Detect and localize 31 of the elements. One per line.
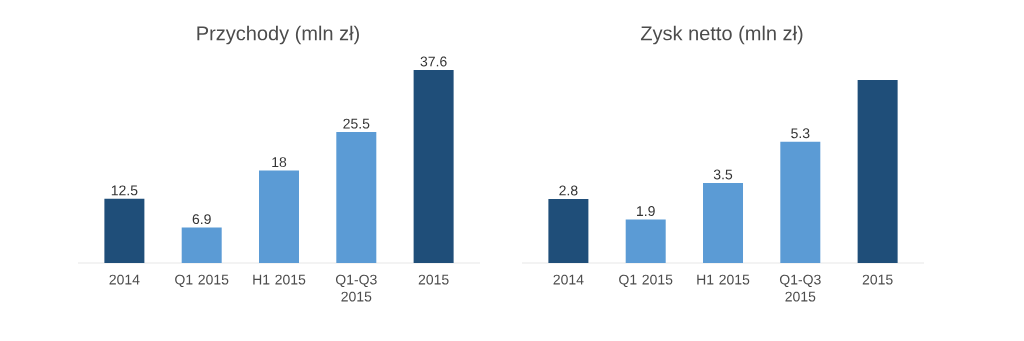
bar xyxy=(857,80,898,263)
data-label: 3.5 xyxy=(713,169,733,180)
data-label: 25.5 xyxy=(343,118,370,129)
x-tick-label: Q1 2015 xyxy=(619,274,673,288)
x-tick-label: 2014 xyxy=(109,274,140,285)
data-label: 5.3 xyxy=(791,128,810,139)
data-label: 18 xyxy=(272,157,287,168)
bar xyxy=(259,170,299,263)
x-tick-label: H1 2015 xyxy=(697,274,750,285)
bar xyxy=(104,198,145,263)
x-tick-label: Q1 2015 xyxy=(175,274,229,288)
bar xyxy=(181,227,222,263)
chart-title: Zysk netto (mln zł) xyxy=(640,25,803,45)
data-label: 12.5 xyxy=(111,185,138,196)
x-tick-label: H1 2015 xyxy=(253,274,306,285)
data-label: 2.8 xyxy=(559,185,578,196)
x-tick-label: Q1-Q3 2015 xyxy=(779,274,821,302)
bar xyxy=(780,141,821,263)
bar xyxy=(336,132,377,263)
data-label: 37.6 xyxy=(420,56,447,67)
x-tick-label: 2015 xyxy=(418,274,449,285)
bar xyxy=(703,182,744,263)
chart-title: Przychody (mln zł) xyxy=(197,25,359,45)
bar xyxy=(548,198,589,263)
x-tick-label: Q1-Q3 2015 xyxy=(335,274,377,302)
x-tick-label: 2014 xyxy=(553,274,584,285)
bar xyxy=(625,219,666,263)
data-label: 6.9 xyxy=(192,214,211,225)
data-label: 1.9 xyxy=(637,206,655,217)
bar xyxy=(413,70,454,263)
x-tick-label: 2015 xyxy=(862,274,893,285)
